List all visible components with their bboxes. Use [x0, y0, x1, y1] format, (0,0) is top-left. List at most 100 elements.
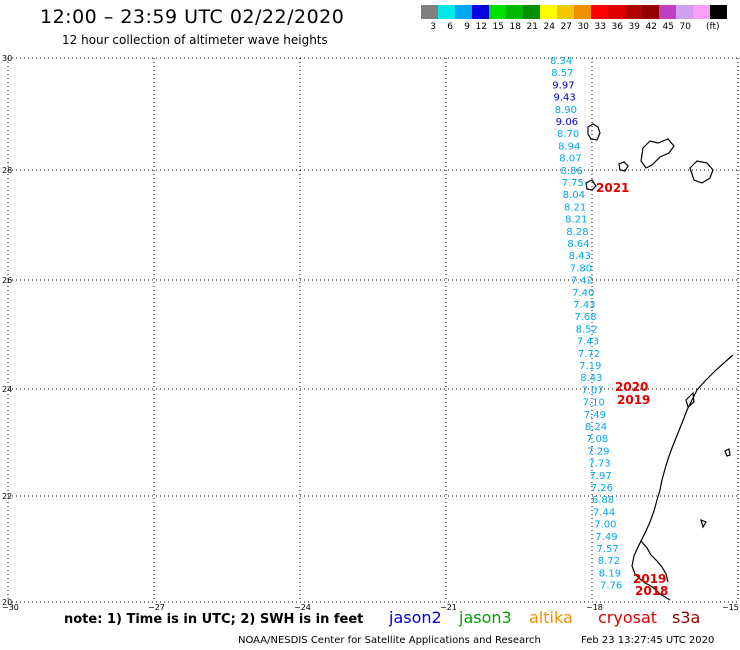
scale-swatch: [625, 5, 642, 19]
satellite-jason2: jason2: [389, 608, 442, 627]
altimeter-track: 8.348.579.97 9.438.909.068.708.94 8.078.86…: [550, 56, 622, 592]
wave-height-value: 8.52: [576, 324, 598, 335]
pass-time-label: 2019: [617, 393, 650, 407]
wave-height-value: 8.86: [561, 166, 583, 177]
wave-height-value: 8.21: [565, 215, 587, 226]
wave-height-value: 7.97: [590, 471, 612, 482]
scale-label: 15: [492, 22, 504, 32]
scale-swatch: [659, 5, 676, 19]
wave-height-value: 7.72: [578, 349, 600, 360]
wave-height-value: 8.64: [567, 239, 589, 250]
scale-swatch: [421, 5, 438, 19]
satellite-cryosat: cryosat: [598, 608, 658, 627]
lat-label: 30: [2, 54, 12, 63]
wave-height-value: 7.68: [574, 312, 596, 323]
lon-label: −30: [2, 603, 19, 612]
wave-height-value: 9.97: [552, 80, 574, 91]
satellite-s3a: s3a: [672, 608, 701, 627]
scale-label: 6: [447, 22, 453, 32]
wave-height-value: 9.43: [554, 93, 576, 104]
longitude-labels: −30 −27 −24 −21 −18 −15: [2, 603, 739, 612]
scale-swatch: [557, 5, 574, 19]
scale-swatch: [574, 5, 591, 19]
wave-height-value: 8.94: [558, 141, 580, 152]
legend-note: note: 1) Time is in UTC; 2) SWH is in fe…: [64, 612, 364, 627]
lon-label: −27: [148, 603, 165, 612]
scale-swatch: [506, 5, 523, 19]
scale-label: 36: [611, 22, 623, 32]
wave-height-value: 6.88: [592, 495, 614, 506]
wave-height-value: 7.42: [571, 276, 593, 287]
pass-time-label: 2021: [596, 181, 629, 195]
wave-height-value: 8.70: [557, 129, 579, 140]
scale-label: 12: [475, 22, 487, 32]
wave-height-value: 7.44: [593, 507, 615, 518]
scale-unit: (ft): [706, 22, 720, 32]
wave-height-value: 7.73: [588, 459, 610, 470]
wave-height-value: 7.80: [570, 263, 592, 274]
scale-label: 33: [594, 22, 606, 32]
scale-label: 24: [543, 22, 555, 32]
coast-inlet: [685, 391, 695, 409]
scale-label: 3: [430, 22, 436, 32]
scale-label: 21: [526, 22, 538, 32]
wave-height-value: 8.34: [550, 56, 572, 67]
coast-cape: [640, 540, 669, 583]
map-title: 12:00 – 23:59 UTC 02/22/2020: [40, 6, 345, 28]
wave-height-value: 8.90: [555, 105, 577, 116]
wave-height-value: 8.24: [585, 422, 607, 433]
wave-height-value: 7.29: [587, 446, 609, 457]
wave-height-value: 7.57: [597, 544, 619, 555]
scale-swatch: [472, 5, 489, 19]
scale-swatch: [608, 5, 625, 19]
wave-height-value: 7.26: [591, 483, 613, 494]
wave-height-value: 7.00: [594, 520, 616, 531]
lon-label: −21: [440, 603, 457, 612]
scale-swatch: [693, 5, 710, 19]
wave-height-value: 7.75: [562, 178, 584, 189]
wave-height-value: 7.49: [595, 532, 617, 543]
wave-height-value: 7.10: [583, 398, 605, 409]
pass-time-label: 2020: [615, 380, 648, 394]
footer-date: Feb 23 13:27:45 UTC 2020: [581, 635, 715, 646]
wave-height-value: 7.19: [579, 361, 601, 372]
scale-swatch: [438, 5, 455, 19]
wave-height-value: 8.21: [564, 202, 586, 213]
african-coast: [631, 354, 734, 601]
lat-label: 26: [2, 276, 12, 285]
wave-height-value: 8.57: [551, 68, 573, 79]
wave-height-value: 7.76: [600, 581, 622, 592]
wave-height-value: 8.28: [566, 227, 588, 238]
latitude-labels: 30 28 26 24 22 20: [2, 54, 12, 607]
scale-swatch: [642, 5, 659, 19]
lat-label: 22: [2, 492, 12, 501]
scale-label: 39: [628, 22, 640, 32]
scale-swatch: [489, 5, 506, 19]
wave-height-value: 8.19: [599, 568, 621, 579]
scale-swatch: [523, 5, 540, 19]
wave-height-value: 7.40: [572, 288, 594, 299]
wave-height-value: 8.07: [559, 154, 581, 165]
scale-label: 30: [577, 22, 589, 32]
pass-time-label: 2018: [635, 584, 668, 598]
wave-height-value: 7.43: [573, 300, 595, 311]
canary-island-4: [618, 161, 629, 172]
wave-height-value: 8.43: [569, 251, 591, 262]
wave-height-value: 7.43: [577, 337, 599, 348]
canary-island-2: [640, 138, 675, 169]
scale-label: 9: [464, 22, 470, 32]
satellite-jason3: jason3: [459, 608, 512, 627]
wave-height-value: 7.07: [581, 385, 603, 396]
wave-height-value: 8.43: [580, 373, 602, 384]
scale-swatch: [540, 5, 557, 19]
canary-island-1: [587, 123, 601, 141]
lon-label: −24: [294, 603, 311, 612]
scale-swatch: [710, 5, 727, 19]
scale-swatch: [455, 5, 472, 19]
wave-height-value: 9.06: [556, 117, 578, 128]
lat-lon-grid: [7, 57, 739, 603]
scale-label: 27: [560, 22, 572, 32]
canary-island-3: [689, 160, 714, 184]
